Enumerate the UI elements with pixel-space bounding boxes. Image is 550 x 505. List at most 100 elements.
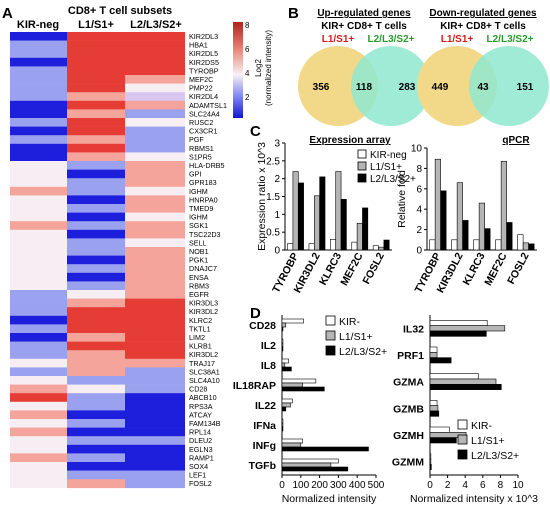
gene-label-fosl2: FOSL2 [189,479,212,488]
heatmap-cell [125,307,185,317]
heatmap-cell [10,161,67,170]
heatmap-cell [67,135,125,145]
venn-down-overlap-count: 43 [477,82,489,93]
heatmap-cell [67,367,125,377]
heatmap-cell [125,410,185,420]
heatmap-cell [125,419,185,428]
heatmap-cell [10,427,67,437]
bar-klrc3-l2-l3-s2 [484,228,491,251]
venn-down-right-circle [469,46,549,126]
heatmap-cell [10,118,67,127]
bar-mef2c-l1-s1 [500,160,507,251]
gene-label-fam134b: FAM134B [189,419,221,428]
gene-label-tyrobp: TYROBP [189,66,219,75]
heatmap-cell [10,49,67,59]
heatmap-cell [67,358,125,368]
legend-label-l1-s1: L1/S1+ [370,162,402,173]
heatmap-cell [67,427,125,437]
heatmap-cell [125,324,185,334]
heatmap-cell [67,401,125,411]
gene-label-dleu2: DLEU2 [189,436,212,445]
x-tick-label: 4 [462,480,468,491]
heatmap-cell [10,462,67,471]
x-tick-label: 400 [349,480,366,491]
heatmap-cell [125,298,185,308]
heatmap-cell [10,135,67,145]
gene-label-mef2c: MEF2C [189,75,213,84]
heatmap-cell [67,238,125,248]
x-tick-label: 200 [311,480,328,491]
heatmap-cell [67,57,125,67]
heatmap-cell [125,169,185,179]
gene-label-atcay: ATCAY [189,410,212,419]
heatmap-cell [125,195,185,205]
bar-kir3dl2-l2-l3-s2 [462,220,469,251]
bar-fosl2-kir-neg [517,234,524,251]
gene-label-ensa: ENSA [189,273,209,282]
bar-il8-kir [281,358,289,364]
heatmap-cell [125,83,185,93]
category-label-il22: IL22 [255,400,276,412]
heatmap-cell [10,152,67,162]
x-tick-label: 10 [512,480,524,491]
heatmap-cell [67,290,125,299]
legend-swatch-l2-l3-s2 [357,173,367,183]
y-axis-label: Relative fold [396,170,408,228]
bar-fosl2-kir-neg [372,245,379,251]
venn-up-left-label: L1/S1+ [322,34,355,45]
heatmap-cell [10,272,67,282]
bar-prf1-l2-l3-s2 [429,357,452,364]
bar-gzma-kir [429,373,479,380]
gene-label-ramp1: RAMP1 [189,453,214,462]
gene-label-gpi: GPI [189,170,201,179]
heatmap-cell [10,186,67,196]
panel-c-letter: C [250,123,261,140]
heatmap-cell [125,152,185,162]
bar-ifna-l1-s1 [281,422,284,428]
legend-swatch-l1-s1 [325,330,336,341]
bar-tyrobp-kir-neg [429,239,436,251]
heatmap-cell [125,462,185,471]
heatmap-cell [125,272,185,282]
category-label-ifna: IFNa [253,420,276,432]
heatmap-cell [125,212,185,222]
heatmap-cell [125,92,185,102]
heatmap-cell [10,393,67,403]
heatmap-cell [125,367,185,377]
heatmap-cell [125,427,185,437]
heatmap-cell [125,100,185,110]
bar-cd28-kir [281,318,304,324]
heatmap-cell [10,298,67,308]
heatmap-cell [10,212,67,222]
bar-il22-kir [281,398,293,404]
panel-d-letter: D [250,305,261,322]
bar-infg-l1-s1 [281,442,302,448]
bar-kir3dl2-kir-neg [308,243,315,251]
legend-swatch-l2-l3-s2 [325,345,336,356]
gene-label-egfr: EGFR [189,290,209,299]
gene-label-cd28: CD28 [189,385,207,394]
colorbar-tick-4: 4 [245,69,250,78]
heatmap-cell [125,32,185,41]
heatmap-cell [67,152,125,162]
gene-label-rpl14: RPL14 [189,428,211,437]
heatmap-cell [10,221,67,231]
heatmap-cell [125,436,185,446]
gene-label-lef1: LEF1 [189,471,206,480]
gene-label-s1pr5: S1PR5 [189,152,212,161]
bar-gzmh-kir [429,426,450,433]
heatmap-cell [67,272,125,282]
heatmap-cell [67,169,125,179]
bar-ifna-kir [281,418,284,424]
heatmap-cell [10,410,67,420]
gene-label-tsc22d3: TSC22D3 [189,230,221,239]
gene-label-klrc2: KLRC2 [189,316,212,325]
heatmap-cell [125,204,185,213]
y-tick-label: 6 [416,184,422,195]
heatmap-cell [10,169,67,179]
heatmap-cell [67,178,125,188]
heatmap-cell [10,32,67,41]
heatmap-cell [67,333,125,342]
bar-gzmm-l1-s1 [429,458,432,465]
legend-swatch-kir [457,419,468,430]
